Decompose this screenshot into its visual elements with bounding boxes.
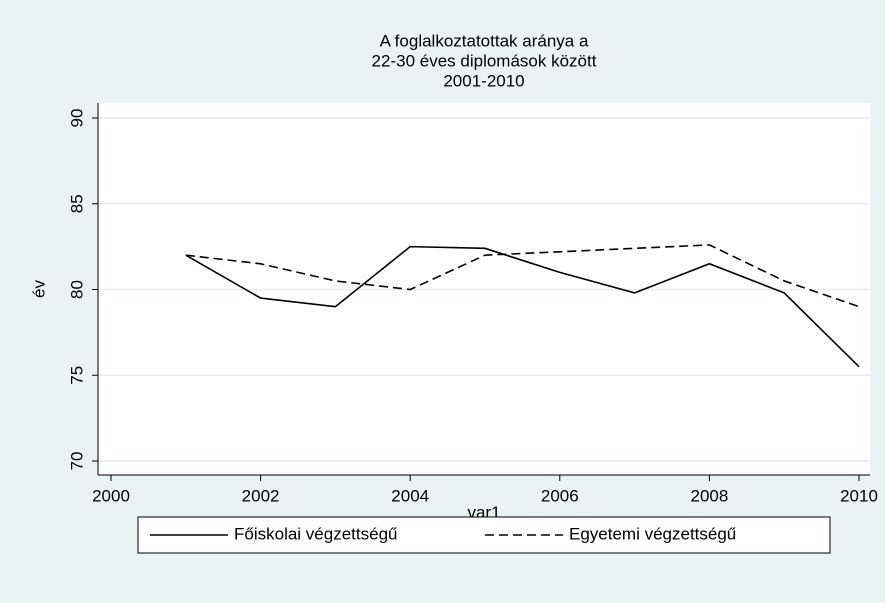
series-line	[185, 245, 860, 368]
y-tick-label: 70	[67, 452, 86, 471]
x-tick-label: 2010	[840, 486, 878, 505]
x-tick-label: 2004	[391, 486, 429, 505]
y-tick-label: 90	[67, 109, 86, 128]
x-tick-label: 2008	[690, 486, 728, 505]
legend-label: Főiskolai végzettségű	[234, 524, 397, 543]
y-axis-label: év	[29, 280, 48, 298]
series-line	[185, 244, 860, 308]
x-tick-label: 2006	[541, 486, 579, 505]
chart-title: A foglalkoztatottak aránya a	[380, 31, 589, 50]
legend	[137, 516, 831, 554]
legend-label: Egyetemi végzettségű	[569, 524, 736, 543]
y-tick-label: 75	[67, 366, 86, 385]
chart-title: 2001-2010	[443, 71, 524, 90]
y-tick-label: 85	[67, 194, 86, 213]
y-tick-label: 80	[67, 280, 86, 299]
chart-title: 22-30 éves diplomások között	[372, 51, 597, 70]
x-tick-label: 2000	[92, 486, 130, 505]
x-tick-label: 2002	[242, 486, 280, 505]
